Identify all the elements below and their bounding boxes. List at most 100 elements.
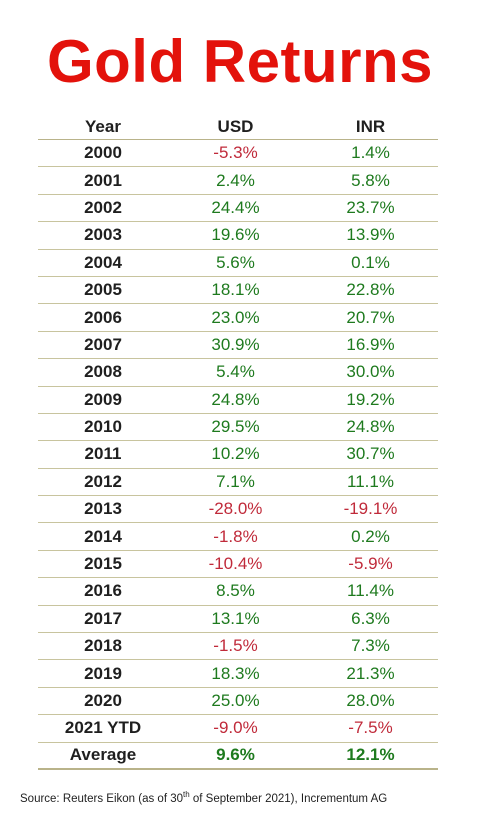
cell-inr: 19.2% [346, 389, 395, 409]
cell-year: 2002 [84, 197, 122, 217]
cell-inr: 21.3% [346, 663, 395, 683]
cell-usd: 5.4% [216, 362, 255, 382]
cell-inr: 11.4% [347, 581, 394, 601]
cell-year: 2010 [84, 417, 122, 437]
cell-usd: -5.3% [213, 143, 258, 163]
cell-usd: 19.6% [211, 225, 260, 245]
cell-usd: -1.8% [213, 526, 258, 546]
cell-inr: 24.8% [346, 417, 395, 437]
table-row: 2005 18.1% 22.8% [38, 277, 438, 305]
cell-inr: -19.1% [343, 499, 398, 519]
table-row: 2000 -5.3% 1.4% [38, 140, 438, 168]
cell-usd: -9.0% [213, 718, 258, 738]
cell-usd: -1.5% [213, 636, 258, 656]
cell-year: 2008 [84, 362, 122, 382]
table-row: 2007 30.9% 16.9% [38, 332, 438, 360]
table-row: 2017 13.1% 6.3% [38, 606, 438, 634]
cell-usd: 30.9% [211, 334, 260, 354]
cell-year: 2003 [84, 225, 122, 245]
source-text-suffix: of September 2021), Incrementum AG [189, 792, 388, 805]
cell-year: 2017 [84, 608, 122, 628]
table-row: 2016 8.5% 11.4% [38, 578, 438, 606]
table-row: 2019 18.3% 21.3% [38, 660, 438, 688]
cell-year: 2012 [84, 471, 122, 491]
cell-usd: 5.6% [216, 252, 255, 272]
table-row: 2001 2.4% 5.8% [38, 167, 438, 195]
cell-usd: -10.4% [208, 554, 263, 574]
cell-inr: 20.7% [346, 307, 395, 327]
cell-year: 2009 [84, 389, 122, 409]
table-row: 2002 24.4% 23.7% [38, 195, 438, 223]
cell-year: 2005 [84, 280, 122, 300]
cell-inr: 11.1% [347, 471, 394, 491]
cell-usd: 23.0% [211, 307, 260, 327]
cell-usd: 29.5% [211, 417, 260, 437]
cell-inr: 0.2% [351, 526, 390, 546]
cell-usd: 7.1% [216, 471, 255, 491]
column-header-inr: INR [355, 116, 386, 136]
cell-year: 2011 [84, 444, 122, 464]
table-header-row: Year USD INR [38, 114, 438, 140]
table-row: 2009 24.8% 19.2% [38, 387, 438, 414]
table-row: 2008 5.4% 30.0% [38, 359, 438, 387]
source-superscript: th [183, 790, 190, 799]
cell-inr: 13.9% [346, 225, 395, 245]
source-text-prefix: Source: Reuters Eikon (as of 30 [20, 792, 183, 805]
table-row: 2021 YTD -9.0% -7.5% [38, 715, 438, 743]
table-row: 2004 5.6% 0.1% [38, 250, 438, 277]
average-usd: 9.6% [216, 745, 255, 765]
cell-usd: 18.1% [211, 280, 260, 300]
table-row: 2010 29.5% 24.8% [38, 414, 438, 442]
table-row: 2015 -10.4% -5.9% [38, 551, 438, 579]
cell-inr: 23.7% [346, 197, 395, 217]
cell-inr: 30.0% [346, 362, 395, 382]
cell-usd: 24.8% [211, 389, 260, 409]
cell-inr: 16.9% [346, 334, 395, 354]
cell-inr: 5.8% [351, 170, 390, 190]
cell-inr: 6.3% [351, 608, 390, 628]
returns-table: Year USD INR 2000 -5.3% 1.4% 2001 2.4% 5.8% 20… [38, 114, 438, 770]
cell-usd: 18.3% [211, 663, 260, 683]
table-row: 2012 7.1% 11.1% [38, 469, 438, 497]
cell-year: 2014 [84, 526, 122, 546]
cell-year: 2020 [84, 691, 122, 710]
cell-inr: 7.3% [351, 636, 390, 656]
average-inr: 12.1% [346, 745, 395, 765]
cell-year: 2019 [84, 663, 122, 683]
cell-inr: 28.0% [346, 691, 395, 710]
cell-year: 2016 [84, 581, 122, 601]
cell-usd: 25.0% [211, 691, 260, 710]
table-row: 2014 -1.8% 0.2% [38, 523, 438, 551]
cell-inr: 1.4% [351, 143, 390, 163]
source-note: Source: Reuters Eikon (as of 30th of Sep… [20, 790, 480, 805]
cell-year: 2015 [84, 554, 122, 574]
table-body: 2000 -5.3% 1.4% 2001 2.4% 5.8% 2002 24.4% 23.7% 2… [38, 140, 438, 743]
cell-usd: 10.2% [211, 444, 260, 464]
cell-usd: 2.4% [216, 170, 255, 190]
table-row: 2018 -1.5% 7.3% [38, 633, 438, 661]
cell-inr: 0.1% [351, 252, 390, 272]
table-row: 2013 -28.0% -19.1% [38, 496, 438, 524]
column-header-usd: USD [217, 116, 254, 136]
cell-year: 2013 [84, 499, 122, 519]
cell-year: 2000 [84, 143, 122, 163]
cell-usd: -28.0% [208, 499, 263, 519]
table-row: 2011 10.2% 30.7% [38, 441, 438, 469]
cell-year: 2018 [84, 636, 122, 656]
cell-inr: -7.5% [348, 718, 393, 738]
cell-inr: 22.8% [346, 280, 395, 300]
cell-year: 2004 [84, 252, 122, 272]
cell-inr: -5.9% [348, 554, 393, 574]
cell-usd: 8.5% [216, 581, 255, 601]
cell-year: 2001 [84, 170, 122, 190]
cell-usd: 24.4% [211, 197, 260, 217]
page-title: Gold Returns [46, 28, 433, 95]
cell-usd: 13.1% [211, 608, 260, 628]
table-row: 2020 25.0% 28.0% [38, 688, 438, 716]
cell-inr: 30.7% [346, 444, 395, 464]
cell-year: 2021 YTD [64, 718, 142, 738]
table-row: 2003 19.6% 13.9% [38, 222, 438, 250]
table-row: 2006 23.0% 20.7% [38, 304, 438, 332]
average-label: Average [69, 745, 137, 765]
cell-year: 2007 [84, 334, 122, 354]
